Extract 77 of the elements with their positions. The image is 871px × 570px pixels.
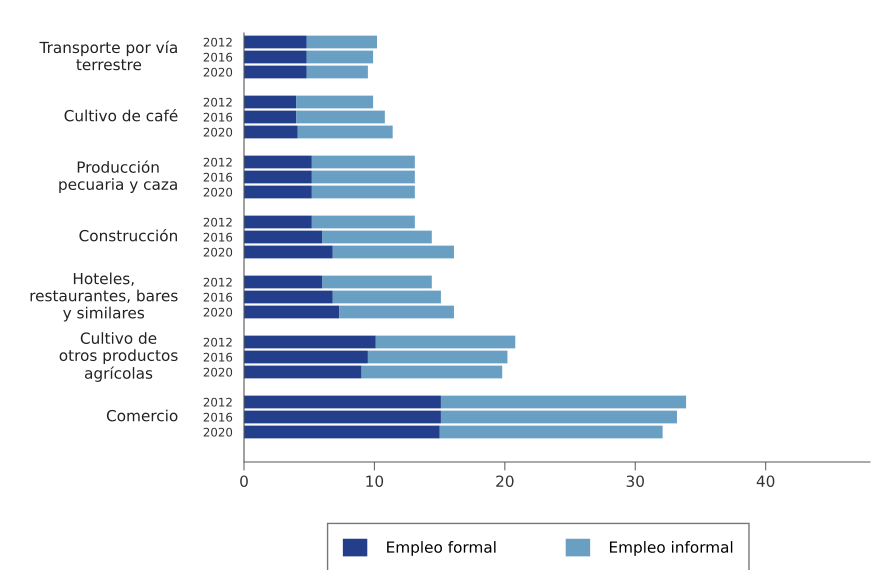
bar — [244, 170, 312, 184]
bar — [244, 50, 307, 64]
bar — [244, 366, 362, 378]
bar — [244, 276, 322, 288]
bar — [244, 36, 307, 48]
text: Construcción — [79, 228, 177, 242]
y-tick-label: 2020 — [204, 428, 232, 437]
x-tick-label: 20 — [496, 475, 514, 488]
bar — [306, 66, 368, 78]
bar — [322, 230, 432, 244]
y-tick-label: 2016 — [204, 52, 232, 62]
bar — [306, 50, 374, 64]
y-tick-label: 2020 — [204, 368, 232, 377]
y-tick-label: 2016 — [204, 292, 232, 302]
text: Transporte por vía terrestre — [39, 40, 177, 70]
bar — [244, 66, 307, 78]
bar — [312, 186, 415, 198]
bar — [244, 156, 312, 168]
text: Cultivo de otros productos agrícolas — [60, 332, 178, 382]
bar — [244, 186, 312, 198]
bar — [312, 170, 415, 184]
y-tick-label: 2016 — [204, 112, 232, 122]
x-tick-label: 30 — [626, 475, 644, 488]
y-tick-label: 2012 — [204, 278, 232, 287]
text: Producción pecuaria y caza — [59, 160, 177, 193]
y-tick-label: 2020 — [204, 248, 232, 257]
y-tick-label: 2020 — [204, 68, 232, 77]
legend-label: Empleo formal — [387, 541, 496, 556]
bar — [244, 336, 376, 348]
bar — [244, 96, 296, 108]
bar — [322, 276, 432, 288]
y-tick-label: 2012 — [204, 98, 232, 107]
bar — [312, 156, 415, 168]
bar — [296, 110, 385, 124]
bar — [244, 306, 340, 318]
bar — [244, 216, 312, 228]
y-tick-label: 2016 — [204, 352, 232, 362]
bar — [244, 426, 440, 438]
bar — [244, 350, 368, 364]
bar — [339, 306, 454, 318]
y-tick-label: 2012 — [204, 38, 232, 47]
bar — [440, 426, 663, 438]
x-tick-label: 40 — [756, 475, 774, 488]
y-tick-label: 2016 — [204, 412, 232, 422]
y-tick-label: 2012 — [204, 158, 232, 167]
legend-label: Empleo informal — [610, 541, 732, 556]
y-tick-label: 2012 — [204, 398, 232, 407]
bar — [244, 110, 296, 124]
text: Comercio — [106, 410, 178, 422]
bar — [332, 290, 441, 304]
x-tick-label: 0 — [240, 475, 248, 488]
bar — [332, 246, 454, 258]
bar — [297, 126, 393, 138]
bar — [306, 36, 378, 48]
x-tick-label: 10 — [366, 475, 384, 488]
bar — [376, 336, 516, 348]
y-tick-label: 2012 — [204, 218, 232, 227]
y-tick-label: 2020 — [204, 128, 232, 137]
bar — [361, 366, 502, 378]
text: Cultivo de café — [64, 108, 178, 122]
bar — [368, 350, 508, 364]
y-tick-label: 2020 — [204, 308, 232, 317]
y-tick-label: 2020 — [204, 188, 232, 197]
bar — [244, 290, 333, 304]
bar — [440, 396, 686, 408]
bar — [244, 230, 322, 244]
bar — [244, 396, 441, 408]
bar — [244, 410, 441, 424]
bar — [244, 126, 298, 138]
bar — [244, 246, 333, 258]
y-tick-label: 2012 — [204, 338, 232, 347]
bar — [296, 96, 374, 108]
text: Hoteles, restaurantes, bares y similares — [30, 272, 178, 322]
y-tick-label: 2016 — [204, 172, 232, 182]
bar — [312, 216, 415, 228]
y-tick-label: 2016 — [204, 232, 232, 242]
bar — [440, 410, 677, 424]
